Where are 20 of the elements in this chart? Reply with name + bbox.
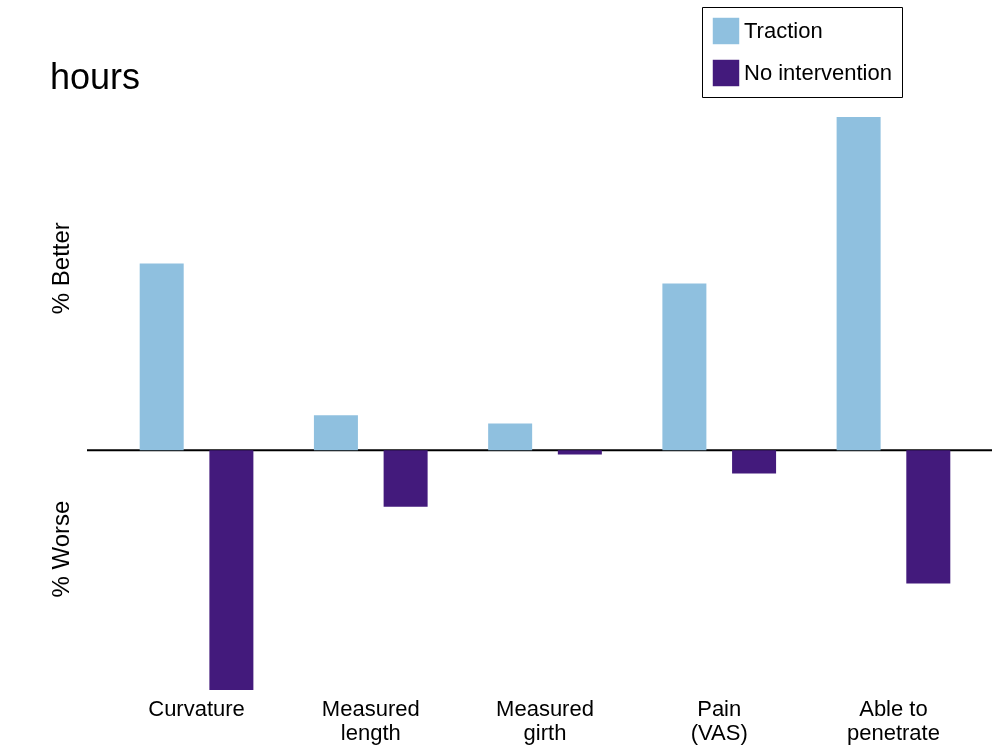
bar	[139, 263, 184, 451]
x-tick-label: Pain (VAS)	[690, 695, 748, 745]
bar	[383, 450, 428, 507]
chart-title: hours	[50, 56, 141, 97]
text: % Better	[47, 222, 74, 315]
x-tick-label: Curvature	[148, 695, 245, 721]
bar	[488, 423, 533, 451]
legend-label: Traction	[744, 18, 823, 43]
bar	[209, 450, 254, 690]
legend-label: No intervention	[744, 60, 892, 85]
x-tick-label: Measured girth	[496, 695, 594, 745]
text: % Worse	[47, 500, 74, 598]
bar	[662, 283, 707, 451]
bar	[732, 450, 777, 474]
x-tick-label: Able to penetrate	[846, 695, 940, 745]
bar	[906, 450, 951, 584]
bar	[313, 415, 358, 451]
bar	[557, 450, 602, 455]
bar	[836, 117, 881, 451]
x-tick-label: Measured length	[321, 695, 420, 745]
